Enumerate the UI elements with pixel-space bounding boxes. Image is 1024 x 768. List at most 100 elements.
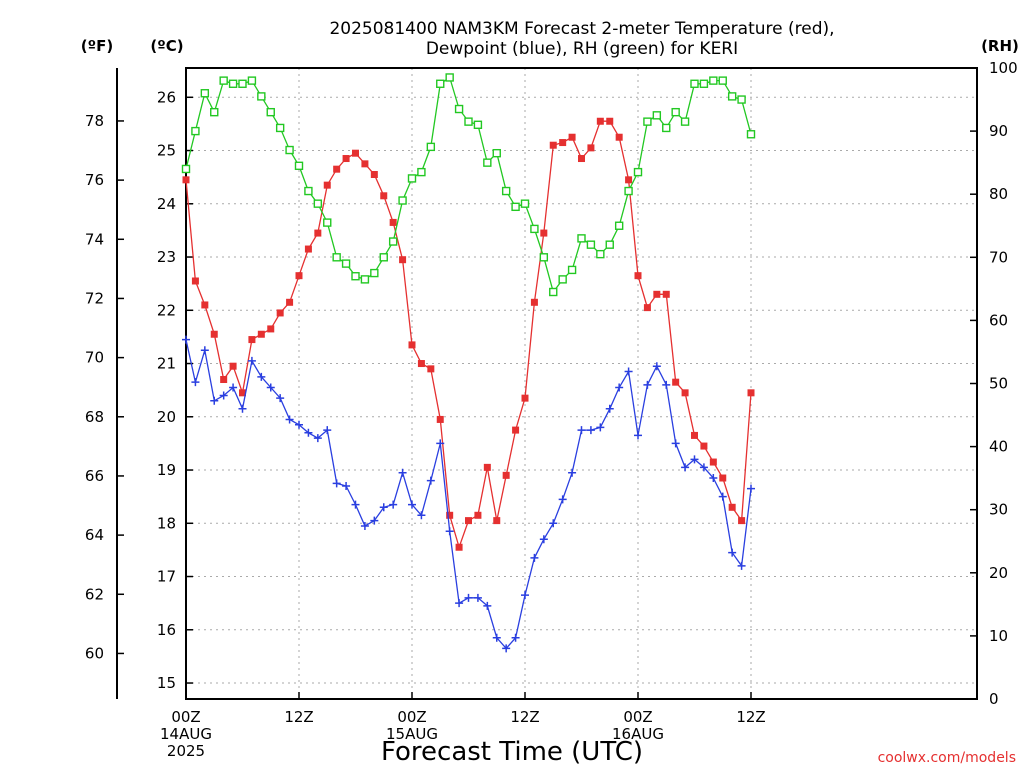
dewpoint-point xyxy=(295,420,303,429)
dewpoint-point xyxy=(652,362,661,371)
2-meter-temperature-point xyxy=(578,155,585,163)
2-meter-temperature-point xyxy=(521,394,529,402)
rh-tick-label: 40 xyxy=(989,438,1008,456)
rh-point xyxy=(285,145,294,155)
2-meter-temperature-point xyxy=(248,336,256,344)
time-tick-label: 00Z xyxy=(397,708,426,726)
rh-tick-label: 30 xyxy=(989,501,1008,519)
2-meter-temperature-point xyxy=(719,474,727,482)
2-meter-temperature-point xyxy=(239,389,246,397)
plot-frame xyxy=(185,67,978,700)
rh-point xyxy=(605,240,614,249)
2-meter-temperature-point xyxy=(210,330,218,338)
dewpoint-point xyxy=(219,391,228,400)
rh-point xyxy=(407,174,417,183)
2-meter-temperature-point xyxy=(182,176,190,184)
rh-point xyxy=(360,275,370,284)
celsius-tick-label: 17 xyxy=(157,568,176,586)
2-meter-temperature-point xyxy=(389,218,397,226)
2-meter-temperature-point xyxy=(417,360,425,368)
rh-point xyxy=(718,76,727,85)
rh-point xyxy=(191,126,200,136)
dewpoint-point xyxy=(342,482,351,491)
rh-point xyxy=(445,73,454,82)
celsius-tick-label: 23 xyxy=(157,248,176,266)
rh-point xyxy=(388,237,398,246)
dewpoint-point xyxy=(200,346,209,355)
rh-tick-label: 60 xyxy=(989,311,1008,329)
rh-point xyxy=(464,117,473,126)
time-tick-label: 00Z xyxy=(171,708,200,726)
dewpoint-point xyxy=(690,455,699,464)
fahrenheit-tick-label: 64 xyxy=(85,526,104,544)
dewpoint-point xyxy=(238,404,247,413)
dewpoint-point xyxy=(699,463,708,472)
2-meter-temperature-point xyxy=(738,517,746,525)
2-meter-temperature-point xyxy=(323,181,331,189)
2-meter-temperature-point xyxy=(380,192,388,200)
dewpoint-point xyxy=(577,426,586,435)
rh-point xyxy=(417,167,426,177)
rh-point xyxy=(341,259,351,268)
time-tick-label: 15AUG xyxy=(386,725,438,743)
2-meter-temperature-point xyxy=(643,304,651,312)
rh-point xyxy=(727,92,737,101)
rh-point xyxy=(633,167,643,177)
2-meter-temperature-point xyxy=(615,133,623,141)
dewpoint-point xyxy=(737,561,746,570)
2-meter-temperature-point xyxy=(540,229,548,237)
celsius-unit-label: (ºC) xyxy=(150,37,183,55)
rh-point xyxy=(614,221,624,230)
2-meter-temperature-point xyxy=(276,309,284,317)
rh-point xyxy=(304,186,313,196)
2-meter-temperature-point xyxy=(728,503,736,511)
dewpoint-point xyxy=(681,463,690,472)
2-meter-temperature-point xyxy=(399,256,407,264)
dewpoint-point xyxy=(360,521,369,530)
dewpoint-point xyxy=(511,633,520,642)
celsius-tick-label: 24 xyxy=(157,195,176,213)
2-meter-temperature-point xyxy=(474,511,482,519)
2-meter-temperature-point xyxy=(606,117,614,125)
rh-point xyxy=(596,249,605,259)
rh-tick-label: 80 xyxy=(989,185,1008,203)
dewpoint-point xyxy=(370,516,379,525)
2-meter-temperature-point xyxy=(530,298,538,306)
rh-point xyxy=(210,107,219,117)
celsius-tick-label: 19 xyxy=(157,461,176,479)
rh-point xyxy=(370,268,379,278)
celsius-tick-label: 15 xyxy=(157,674,176,692)
2-meter-temperature-point xyxy=(455,543,463,551)
chart-title-line1: 2025081400 NAM3KM Forecast 2-meter Tempe… xyxy=(329,19,834,39)
rh-point xyxy=(323,218,332,227)
time-tick-label: 12Z xyxy=(284,708,313,726)
2-meter-temperature-point xyxy=(625,176,633,184)
time-tick-label: 12Z xyxy=(510,708,539,726)
dewpoint-point xyxy=(539,535,548,544)
dewpoint-point xyxy=(568,468,577,477)
rh-tick-label: 100 xyxy=(989,59,1018,77)
2-meter-temperature-point xyxy=(295,272,303,280)
2-meter-temperature-point xyxy=(370,170,378,178)
rh-point xyxy=(690,79,699,88)
2-meter-temperature-point xyxy=(314,229,322,237)
rh-point xyxy=(549,287,558,297)
rh-point xyxy=(709,76,718,85)
rh-point xyxy=(737,95,746,104)
celsius-tick-label: 20 xyxy=(157,408,176,426)
rh-point xyxy=(511,202,520,212)
2-meter-temperature-point xyxy=(662,290,670,298)
dewpoint-point xyxy=(586,426,595,435)
rh-point xyxy=(680,117,690,126)
rh-point xyxy=(643,117,652,126)
rh-point xyxy=(238,79,247,88)
2-meter-temperature-point xyxy=(361,160,369,168)
2-meter-temperature-point xyxy=(747,389,755,397)
plot-grid xyxy=(186,68,977,699)
dewpoint-point xyxy=(473,593,482,602)
time-tick-label: 12Z xyxy=(736,708,765,726)
fahrenheit-tick-label: 70 xyxy=(85,349,104,367)
dewpoint-point xyxy=(417,511,426,520)
fahrenheit-tick-label: 76 xyxy=(85,171,104,189)
